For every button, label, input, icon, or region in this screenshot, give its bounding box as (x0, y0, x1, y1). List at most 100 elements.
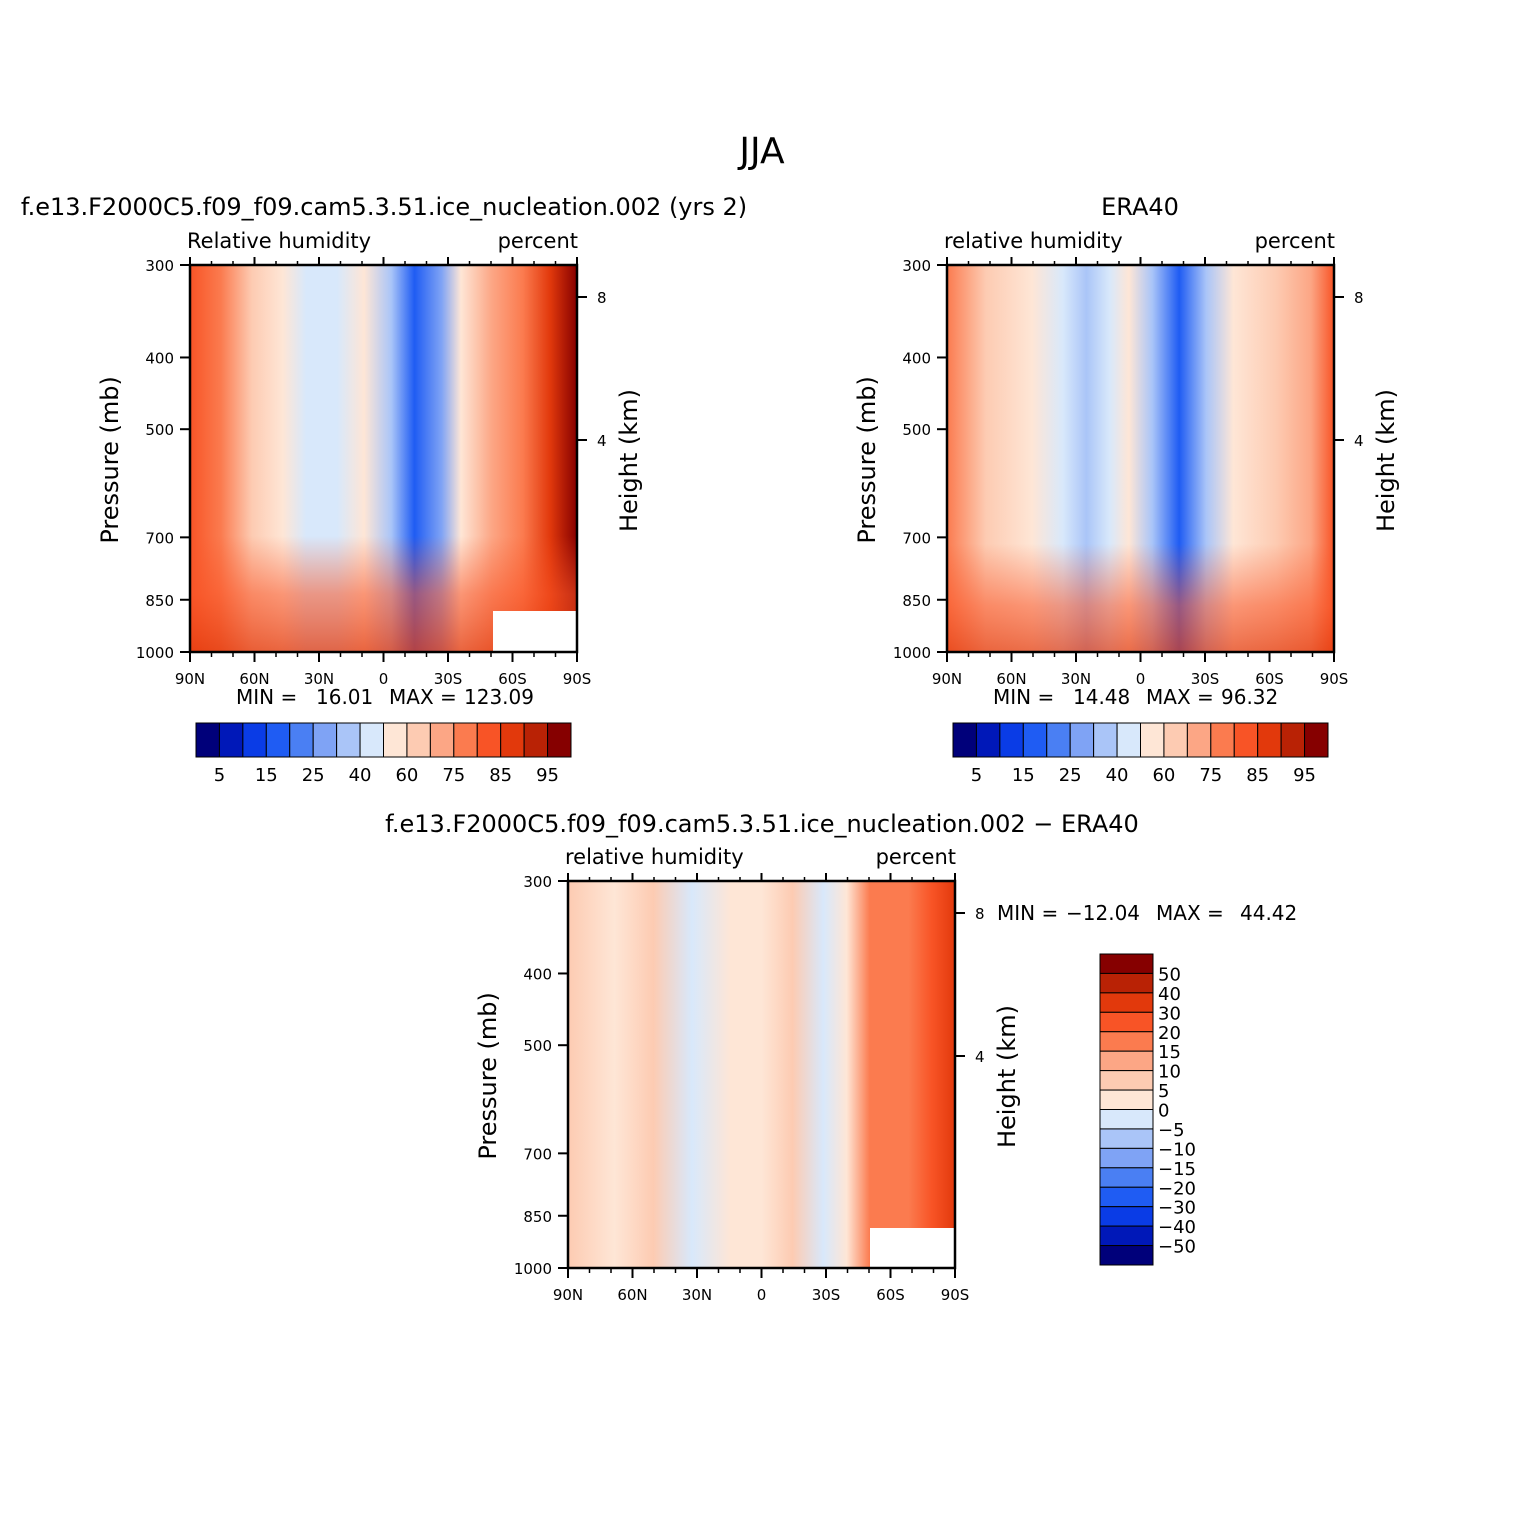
y2-tick-label: 4 (975, 1048, 985, 1066)
colorbar-label: 25 (302, 765, 325, 786)
colorbar-label: 85 (489, 765, 512, 786)
colorbar-box (1280, 722, 1306, 758)
units-label: percent (1255, 229, 1335, 253)
variable-label: relative humidity (565, 845, 744, 869)
panel-1: f.e13.F2000C5.f09_f09.cam5.3.51.ice_nucl… (21, 193, 747, 786)
colorbar-label: 95 (536, 765, 559, 786)
colorbar-label: 40 (1158, 984, 1181, 1005)
colorbar: 5 15 25 40 60 75 85 95 (195, 722, 572, 786)
y-tick-label: 500 (902, 421, 931, 439)
y-tick-label: 700 (902, 529, 931, 547)
colorbar-label: 75 (442, 765, 465, 786)
colorbar-box (383, 722, 408, 758)
colorbar-label: −15 (1158, 1159, 1196, 1180)
max-value: 44.42 (1240, 901, 1297, 925)
colorbar-box (1140, 722, 1165, 758)
colorbar-label: 5 (214, 765, 225, 786)
panel-title: ERA40 (1101, 193, 1179, 221)
colorbar-box (1163, 722, 1188, 758)
missing-data (870, 1228, 955, 1268)
colorbar-label: 5 (1158, 1081, 1169, 1102)
colorbar-box (500, 722, 525, 758)
colorbar-box (952, 722, 977, 758)
colorbar-box (359, 722, 384, 758)
colorbar-box (312, 722, 338, 758)
colorbar-box (1099, 1089, 1154, 1110)
y2-axis-label: Height (km) (993, 1005, 1021, 1148)
colorbar: 5 15 25 40 60 75 85 95 (952, 722, 1329, 786)
y-axis-label: Pressure (mb) (96, 376, 124, 543)
y-tick-label: 1000 (514, 1260, 552, 1278)
colorbar-box (218, 722, 244, 758)
colorbar-box (1069, 722, 1095, 758)
x-tick-label: 30N (682, 1286, 712, 1304)
x-tick-label: 60N (239, 670, 269, 688)
x-tick-label: 90N (553, 1286, 583, 1304)
colorbar-box (1099, 1128, 1154, 1149)
y-tick-label: 300 (523, 873, 552, 891)
panel-title: f.e13.F2000C5.f09_f09.cam5.3.51.ice_nucl… (21, 193, 747, 221)
contour-field-lower (190, 265, 577, 652)
colorbar-box (195, 722, 220, 758)
contour-field (568, 881, 955, 1268)
colorbar-label: 75 (1199, 765, 1222, 786)
colorbar-label: 60 (1152, 765, 1175, 786)
colorbar-label: 60 (395, 765, 418, 786)
max-value: 96.32 (1221, 685, 1278, 709)
colorbar-label: 50 (1158, 964, 1181, 985)
colorbar-label: −50 (1158, 1237, 1196, 1258)
x-tick-label: 0 (379, 670, 389, 688)
colorbar-box (1099, 1186, 1154, 1208)
min-value: −12.04 (1066, 901, 1140, 925)
colorbar-label: 15 (255, 765, 278, 786)
colorbar-box (1099, 1031, 1154, 1052)
panel-2: ERA40 relative humidity percent 90N 60N 30N 0 3… (853, 193, 1400, 786)
colorbar-box (1099, 1109, 1154, 1130)
x-tick-label: 30N (304, 670, 334, 688)
colorbar-label: 85 (1246, 765, 1269, 786)
missing-data (493, 611, 577, 652)
colorbar-box (1116, 722, 1141, 758)
colorbar-label: −20 (1158, 1178, 1196, 1199)
y-tick-label: 300 (145, 257, 174, 275)
x-tick-label: 30S (812, 1286, 841, 1304)
y-axis-label: Pressure (mb) (474, 992, 502, 1159)
colorbar-label: 15 (1158, 1042, 1181, 1063)
colorbar-box (476, 722, 502, 758)
y2-axis-label: Height (km) (1372, 389, 1400, 532)
colorbar-box (1186, 722, 1212, 758)
max-label: MAX = (1146, 685, 1214, 709)
colorbar-box (975, 722, 1001, 758)
y-tick-label: 500 (523, 1037, 552, 1055)
colorbar-box (1099, 1225, 1154, 1247)
colorbar-label: 10 (1158, 1062, 1181, 1083)
colorbar-box (1099, 1070, 1154, 1091)
y-tick-label: 400 (523, 965, 552, 983)
y-tick-label: 850 (902, 592, 931, 610)
colorbar-box (1099, 1050, 1154, 1072)
x-tick-label: 60S (1255, 670, 1284, 688)
x-tick-label: 90N (932, 670, 962, 688)
y2-tick-label: 4 (1354, 432, 1364, 450)
x-tick-label: 90S (563, 670, 592, 688)
y-tick-label: 850 (523, 1208, 552, 1226)
colorbar-box (336, 722, 361, 758)
colorbar-label: 25 (1059, 765, 1082, 786)
y-axis-label: Pressure (mb) (853, 376, 881, 543)
colorbar-box (1099, 1011, 1154, 1033)
min-label: MIN = (993, 685, 1054, 709)
max-label: MAX = (1156, 901, 1224, 925)
colorbar-box (547, 722, 572, 758)
x-tick-label: 0 (1136, 670, 1146, 688)
colorbar-label: 20 (1158, 1023, 1181, 1044)
colorbar-box (429, 722, 455, 758)
colorbar-label: 15 (1012, 765, 1035, 786)
y-tick-label: 500 (145, 421, 174, 439)
colorbar-label: 40 (349, 765, 372, 786)
x-tick-label: 60S (876, 1286, 905, 1304)
x-tick-label: 60N (617, 1286, 647, 1304)
y2-tick-label: 8 (975, 905, 985, 923)
colorbar-box (289, 722, 314, 758)
